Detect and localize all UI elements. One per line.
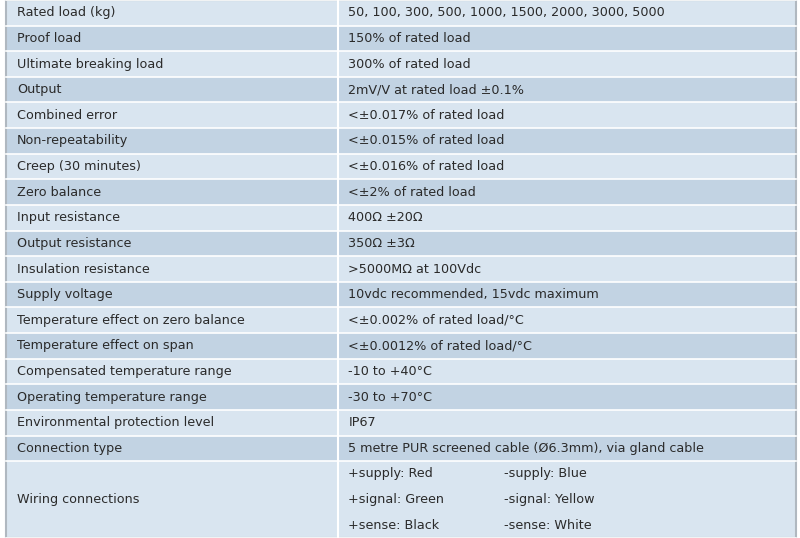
Text: IP67: IP67: [349, 416, 376, 429]
Bar: [6, 51, 338, 77]
Bar: [338, 282, 796, 307]
Bar: [6, 307, 338, 333]
Text: +signal: Green: +signal: Green: [349, 493, 445, 506]
Text: Supply voltage: Supply voltage: [17, 288, 113, 301]
Text: Temperature effect on zero balance: Temperature effect on zero balance: [17, 314, 245, 327]
Bar: [6, 26, 338, 51]
Bar: [338, 359, 796, 384]
Bar: [6, 461, 338, 538]
Text: Environmental protection level: Environmental protection level: [17, 416, 214, 429]
Bar: [338, 256, 796, 282]
Text: Connection type: Connection type: [17, 442, 122, 455]
Text: Output resistance: Output resistance: [17, 237, 131, 250]
Bar: [6, 359, 338, 384]
Text: Input resistance: Input resistance: [17, 211, 120, 224]
Bar: [338, 102, 796, 128]
Text: <±0.017% of rated load: <±0.017% of rated load: [349, 109, 505, 122]
Text: Insulation resistance: Insulation resistance: [17, 263, 150, 275]
Text: <±0.015% of rated load: <±0.015% of rated load: [349, 134, 505, 147]
Bar: [338, 77, 796, 102]
Bar: [6, 205, 338, 231]
Text: Operating temperature range: Operating temperature range: [17, 391, 206, 404]
Text: >5000MΩ at 100Vdc: >5000MΩ at 100Vdc: [349, 263, 482, 275]
Text: -sense: White: -sense: White: [504, 519, 591, 532]
Text: 50, 100, 300, 500, 1000, 1500, 2000, 3000, 5000: 50, 100, 300, 500, 1000, 1500, 2000, 300…: [349, 6, 665, 19]
Bar: [6, 179, 338, 205]
Bar: [338, 384, 796, 410]
Text: Creep (30 minutes): Creep (30 minutes): [17, 160, 141, 173]
Text: +sense: Black: +sense: Black: [349, 519, 439, 532]
Text: 150% of rated load: 150% of rated load: [349, 32, 471, 45]
Text: -30 to +70°C: -30 to +70°C: [349, 391, 433, 404]
Bar: [338, 179, 796, 205]
Text: 350Ω ±3Ω: 350Ω ±3Ω: [349, 237, 415, 250]
Bar: [338, 0, 796, 26]
Text: Proof load: Proof load: [17, 32, 81, 45]
Bar: [6, 256, 338, 282]
Text: +supply: Red: +supply: Red: [349, 468, 433, 480]
Text: -10 to +40°C: -10 to +40°C: [349, 365, 433, 378]
Text: 5 metre PUR screened cable (Ø6.3mm), via gland cable: 5 metre PUR screened cable (Ø6.3mm), via…: [349, 442, 704, 455]
Text: Temperature effect on span: Temperature effect on span: [17, 339, 194, 352]
Text: 10vdc recommended, 15vdc maximum: 10vdc recommended, 15vdc maximum: [349, 288, 599, 301]
Text: -signal: Yellow: -signal: Yellow: [504, 493, 594, 506]
Text: <±2% of rated load: <±2% of rated load: [349, 186, 476, 199]
Text: Non-repeatability: Non-repeatability: [17, 134, 128, 147]
Bar: [6, 231, 338, 256]
Bar: [6, 282, 338, 307]
Text: <±0.016% of rated load: <±0.016% of rated load: [349, 160, 505, 173]
Text: Compensated temperature range: Compensated temperature range: [17, 365, 231, 378]
Bar: [338, 205, 796, 231]
Bar: [338, 436, 796, 461]
Text: Output: Output: [17, 83, 62, 96]
Text: <±0.0012% of rated load/°C: <±0.0012% of rated load/°C: [349, 339, 533, 352]
Bar: [338, 410, 796, 436]
Bar: [6, 102, 338, 128]
Bar: [6, 154, 338, 179]
Bar: [338, 51, 796, 77]
Text: Zero balance: Zero balance: [17, 186, 101, 199]
Text: Rated load (kg): Rated load (kg): [17, 6, 115, 19]
Text: Ultimate breaking load: Ultimate breaking load: [17, 58, 163, 70]
Bar: [338, 128, 796, 154]
Text: -supply: Blue: -supply: Blue: [504, 468, 586, 480]
Bar: [338, 154, 796, 179]
Text: 400Ω ±20Ω: 400Ω ±20Ω: [349, 211, 423, 224]
Bar: [338, 333, 796, 359]
Bar: [6, 436, 338, 461]
Bar: [338, 26, 796, 51]
Text: Combined error: Combined error: [17, 109, 117, 122]
Text: 300% of rated load: 300% of rated load: [349, 58, 471, 70]
Bar: [6, 0, 338, 26]
Bar: [6, 333, 338, 359]
Text: 2mV/V at rated load ±0.1%: 2mV/V at rated load ±0.1%: [349, 83, 525, 96]
Text: Wiring connections: Wiring connections: [17, 493, 139, 506]
Bar: [6, 77, 338, 102]
Bar: [6, 128, 338, 154]
Bar: [6, 384, 338, 410]
Bar: [338, 461, 796, 538]
Bar: [338, 307, 796, 333]
Text: <±0.002% of rated load/°C: <±0.002% of rated load/°C: [349, 314, 524, 327]
Bar: [6, 410, 338, 436]
Bar: [338, 231, 796, 256]
